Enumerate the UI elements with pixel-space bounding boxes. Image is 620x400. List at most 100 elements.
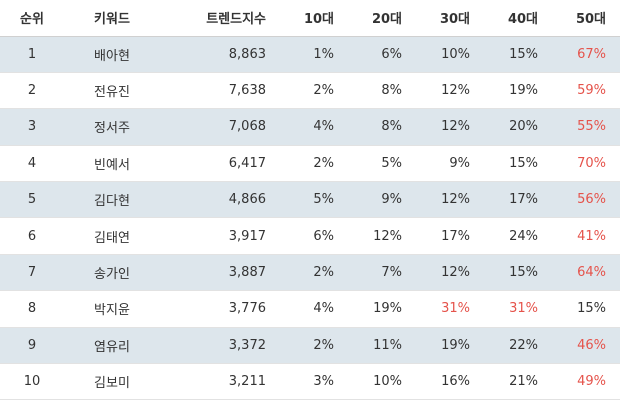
cell-age-40s: 17%: [509, 192, 538, 208]
cell-rank: 7: [27, 265, 37, 281]
table-row: 6 김태연 3,917 6% 12% 17% 24% 41%: [0, 218, 620, 255]
cell-age-10s: 4%: [313, 301, 334, 317]
cell-age-40s: 15%: [509, 46, 538, 62]
cell-age-50s: 55%: [577, 119, 606, 135]
cell-age-40s: 21%: [509, 374, 538, 390]
cell-age-10s: 4%: [313, 119, 334, 135]
cell-rank: 10: [23, 374, 41, 390]
cell-trend-index: 6,417: [228, 155, 266, 171]
cell-age-50s: 67%: [577, 46, 606, 62]
cell-age-50s: 49%: [577, 374, 606, 390]
cell-age-10s: 2%: [313, 265, 334, 281]
cell-trend-index: 4,866: [228, 192, 266, 208]
cell-age-20s: 8%: [381, 83, 402, 99]
cell-trend-index: 7,068: [228, 119, 266, 135]
cell-age-10s: 1%: [313, 46, 334, 62]
cell-rank: 2: [27, 83, 37, 99]
cell-age-40s: 15%: [509, 155, 538, 171]
cell-age-20s: 7%: [381, 265, 402, 281]
cell-age-10s: 2%: [313, 83, 334, 99]
cell-trend-index: 3,372: [228, 337, 266, 353]
cell-age-10s: 2%: [313, 155, 334, 171]
table-row: 8 박지윤 3,776 4% 19% 31% 31% 15%: [0, 291, 620, 328]
cell-age-20s: 11%: [373, 337, 402, 353]
header-age-40s: 40대: [484, 0, 552, 37]
cell-age-40s: 19%: [509, 83, 538, 99]
cell-keyword: 전유진: [94, 85, 130, 101]
cell-rank: 8: [27, 301, 37, 317]
cell-age-50s: 56%: [577, 192, 606, 208]
cell-age-20s: 12%: [373, 228, 402, 244]
cell-age-50s: 64%: [577, 265, 606, 281]
header-age-20s: 20대: [348, 0, 416, 37]
cell-keyword: 빈예서: [94, 157, 130, 173]
cell-age-30s: 16%: [441, 374, 470, 390]
cell-rank: 1: [27, 46, 37, 62]
cell-age-30s: 19%: [441, 337, 470, 353]
cell-age-10s: 2%: [313, 337, 334, 353]
cell-age-30s: 9%: [449, 155, 470, 171]
cell-age-40s: 20%: [509, 119, 538, 135]
cell-age-10s: 5%: [313, 192, 334, 208]
cell-age-50s: 15%: [577, 301, 606, 317]
cell-age-50s: 41%: [577, 228, 606, 244]
cell-trend-index: 3,211: [228, 374, 266, 390]
cell-rank: 9: [27, 337, 37, 353]
cell-age-40s: 22%: [509, 337, 538, 353]
cell-trend-index: 8,863: [228, 46, 266, 62]
header-age-50s: 50대: [552, 0, 620, 37]
header-rank: 순위: [0, 0, 64, 37]
header-age-30s: 30대: [416, 0, 484, 37]
cell-age-50s: 59%: [577, 83, 606, 99]
cell-age-50s: 46%: [577, 337, 606, 353]
cell-rank: 5: [27, 192, 37, 208]
header-age-10s: 10대: [280, 0, 348, 37]
table-header-row: 순위 키워드 트렌드지수 10대 20대 30대 40대 50대: [0, 0, 620, 37]
cell-trend-index: 3,887: [228, 265, 266, 281]
table-row: 9 염유리 3,372 2% 11% 19% 22% 46%: [0, 327, 620, 364]
table-row: 3 정서주 7,068 4% 8% 12% 20% 55%: [0, 108, 620, 146]
cell-age-30s: 12%: [441, 192, 470, 208]
cell-keyword: 김다현: [94, 194, 130, 210]
cell-age-30s: 12%: [441, 83, 470, 99]
cell-keyword: 김태연: [94, 230, 130, 246]
cell-age-40s: 31%: [509, 301, 538, 317]
table-row: 5 김다현 4,866 5% 9% 12% 17% 56%: [0, 181, 620, 218]
cell-age-50s: 70%: [577, 155, 606, 171]
cell-age-20s: 6%: [381, 46, 402, 62]
table-row: 1 배아현 8,863 1% 6% 10% 15% 67%: [0, 36, 620, 73]
cell-rank: 4: [27, 155, 37, 171]
cell-age-20s: 10%: [373, 374, 402, 390]
cell-keyword: 김보미: [94, 376, 130, 392]
cell-age-20s: 5%: [381, 155, 402, 171]
header-trend-index: 트렌드지수: [160, 0, 280, 37]
table-row: 7 송가인 3,887 2% 7% 12% 15% 64%: [0, 254, 620, 291]
cell-age-40s: 15%: [509, 265, 538, 281]
table-row: 10 김보미 3,211 3% 10% 16% 21% 49%: [0, 364, 620, 400]
cell-keyword: 박지윤: [94, 303, 130, 319]
cell-age-10s: 6%: [313, 228, 334, 244]
cell-keyword: 정서주: [94, 121, 130, 137]
cell-age-20s: 19%: [373, 301, 402, 317]
cell-age-40s: 24%: [509, 228, 538, 244]
cell-age-10s: 3%: [313, 374, 334, 390]
cell-age-30s: 12%: [441, 265, 470, 281]
table-row: 4 빈예서 6,417 2% 5% 9% 15% 70%: [0, 145, 620, 182]
cell-trend-index: 3,776: [228, 301, 266, 317]
cell-trend-index: 7,638: [228, 83, 266, 99]
cell-age-30s: 17%: [441, 228, 470, 244]
cell-keyword: 염유리: [94, 339, 130, 355]
cell-rank: 3: [27, 119, 37, 135]
cell-age-20s: 8%: [381, 119, 402, 135]
cell-rank: 6: [27, 228, 37, 244]
cell-trend-index: 3,917: [228, 228, 266, 244]
header-keyword: 키워드: [64, 0, 160, 37]
cell-age-20s: 9%: [381, 192, 402, 208]
table-row: 2 전유진 7,638 2% 8% 12% 19% 59%: [0, 72, 620, 109]
cell-keyword: 송가인: [94, 267, 130, 283]
cell-age-30s: 12%: [441, 119, 470, 135]
table-body: 1 배아현 8,863 1% 6% 10% 15% 67% 2 전유진 7,638 2% 8% 12% 19…: [0, 36, 620, 400]
cell-keyword: 배아현: [94, 48, 130, 64]
